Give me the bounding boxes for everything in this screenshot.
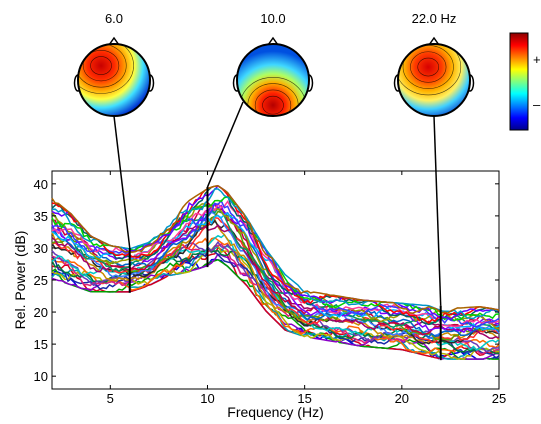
spectrum-line [51, 217, 500, 344]
spectrum-line [51, 200, 500, 328]
topomap-label: 22.0 Hz [412, 11, 457, 26]
colorbar-gradient [509, 32, 529, 131]
x-tick-label: 25 [492, 391, 506, 406]
contour-line [79, 45, 127, 88]
colorbar-plus-label: + [533, 52, 541, 67]
contour-line [399, 45, 462, 96]
spectrum-line [51, 188, 500, 320]
x-tick-label: 15 [297, 391, 311, 406]
scalp-map [236, 43, 310, 117]
spectrum-line [51, 246, 500, 359]
contour-line [79, 45, 134, 94]
x-tick-label: 10 [200, 391, 214, 406]
spectrum-line [51, 185, 500, 314]
topomap-row: 6.0 10.0 22.0 Hz [73, 11, 475, 117]
x-axis-ticks: 5 10 15 20 25 [107, 171, 506, 406]
colorbar: + – [509, 32, 541, 131]
topomap-label: 10.0 [260, 11, 285, 26]
topomap-label: 6.0 [105, 11, 123, 26]
topomap-connector [433, 115, 442, 306]
contour-line [417, 57, 440, 77]
colorbar-minus-label: – [533, 97, 541, 112]
x-tick-label: 20 [395, 391, 409, 406]
y-tick-label: 15 [34, 337, 48, 352]
scalp-map [397, 43, 471, 117]
y-axis-label: Rel. Power (dB) [12, 231, 28, 330]
y-tick-label: 30 [34, 241, 48, 256]
spectrum-line [51, 185, 500, 325]
spectrum-line [51, 185, 500, 326]
topomap-head: 10.0 [232, 11, 314, 117]
spectrum-line [51, 236, 500, 355]
topomap-connector [206, 101, 244, 188]
x-axis-label: Frequency (Hz) [227, 404, 323, 420]
x-tick-label: 5 [107, 391, 114, 406]
y-tick-label: 20 [34, 305, 48, 320]
y-tick-label: 10 [34, 369, 48, 384]
spectrum-lines [51, 184, 500, 360]
contour-line [82, 49, 120, 82]
y-tick-label: 40 [34, 177, 48, 192]
contour-line [262, 95, 284, 115]
topomap-head: 22.0 Hz [393, 11, 475, 117]
contour-line [254, 89, 292, 115]
spectrum-line [51, 233, 500, 351]
y-tick-label: 35 [34, 209, 48, 224]
y-tick-label: 25 [34, 273, 48, 288]
y-axis-ticks: 10 15 20 25 30 35 40 [34, 177, 499, 384]
contour-line [410, 51, 447, 83]
contour-line [90, 56, 112, 75]
topomap-connector [113, 115, 131, 249]
topomap-head: 6.0 [73, 11, 155, 117]
spectrum-line [51, 202, 500, 334]
topomap-connectors [113, 101, 442, 361]
